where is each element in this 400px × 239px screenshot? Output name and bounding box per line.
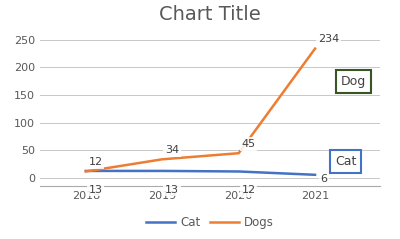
Text: 34: 34 <box>165 145 179 155</box>
Text: Dog: Dog <box>341 75 366 88</box>
Line: Cat: Cat <box>86 171 315 175</box>
Text: 13: 13 <box>89 185 103 195</box>
Text: 45: 45 <box>242 139 256 149</box>
Dogs <box>313 47 318 50</box>
Legend: Cat, Dogs: Cat, Dogs <box>141 211 279 234</box>
Cat <box>236 170 241 173</box>
Text: 6: 6 <box>321 174 328 184</box>
Text: 12: 12 <box>89 157 103 167</box>
Text: 234: 234 <box>318 34 339 44</box>
Line: Dogs: Dogs <box>86 49 315 171</box>
Dogs <box>160 158 165 161</box>
Cat <box>160 169 165 172</box>
Title: Chart Title: Chart Title <box>159 5 261 24</box>
Text: 12: 12 <box>242 185 256 195</box>
Dogs <box>84 170 88 173</box>
Dogs <box>236 152 241 155</box>
Text: Cat: Cat <box>335 155 356 168</box>
Cat <box>313 173 318 176</box>
Cat <box>84 169 88 172</box>
Text: 13: 13 <box>165 185 179 195</box>
